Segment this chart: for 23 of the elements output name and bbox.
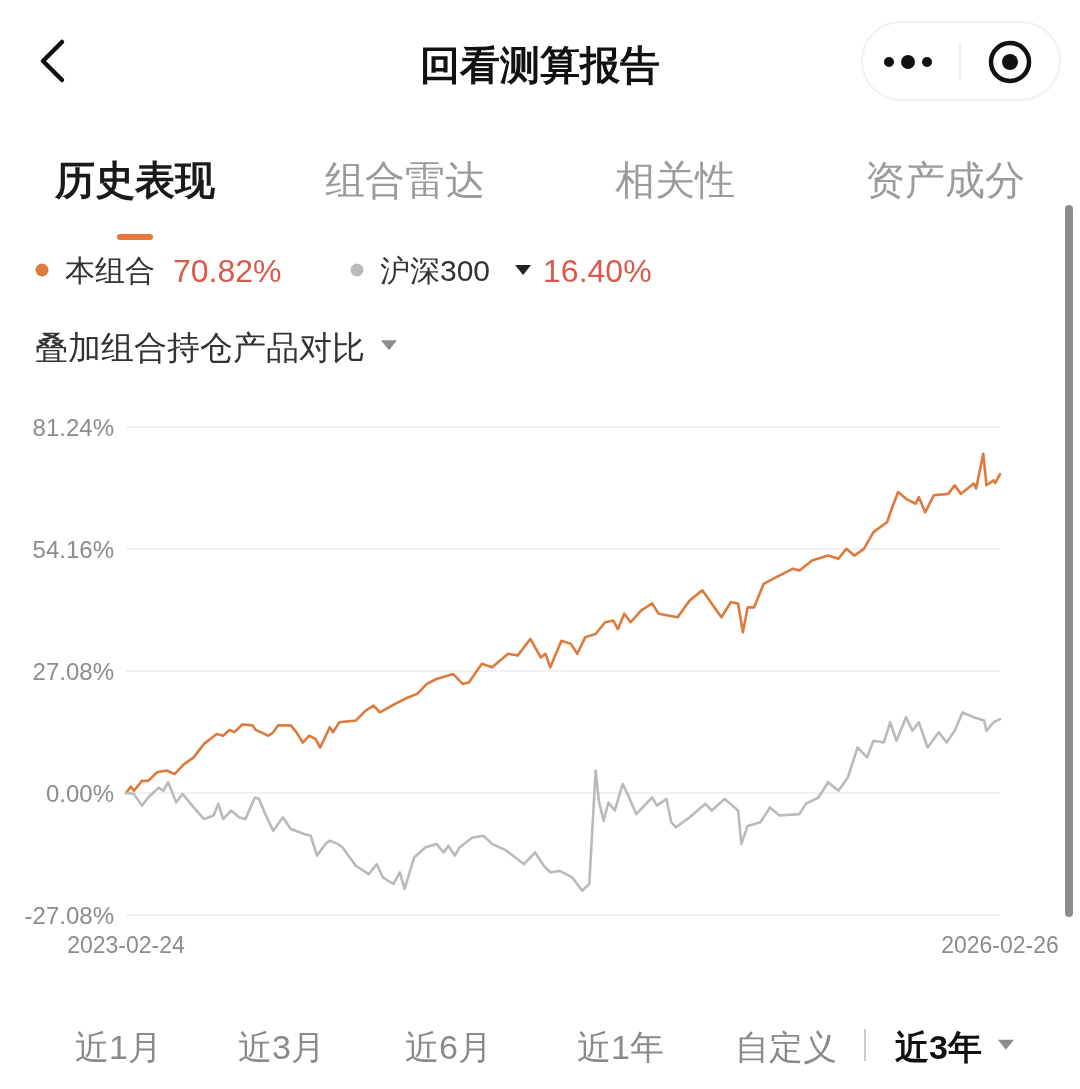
range-label: 近1年	[577, 1028, 664, 1066]
tab-label: 历史表现	[55, 158, 215, 202]
y-tick: 0.00%	[45, 779, 114, 807]
range-label: 近3年	[895, 1028, 982, 1066]
y-tick: 27.08%	[32, 657, 114, 685]
legend-value: 70.82%	[173, 253, 282, 289]
title: 回看测算报告	[420, 43, 660, 87]
range-label: 自定义	[735, 1028, 837, 1066]
range-label: 近1月	[75, 1028, 162, 1066]
tab-label: 相关性	[615, 158, 735, 202]
legend-label: 沪深300	[380, 254, 491, 287]
tab-label: 组合雷达	[325, 158, 485, 202]
y-tick: -27.08%	[24, 901, 114, 929]
range-label: 近6月	[405, 1028, 492, 1066]
y-tick: 81.24%	[32, 413, 114, 441]
option-label: 叠加组合持仓产品对比	[35, 329, 365, 366]
y-tick: 54.16%	[32, 535, 114, 563]
legend-value: 16.40%	[543, 253, 652, 289]
range-label: 近3月	[238, 1028, 325, 1066]
x-tick: 2023-02-24	[67, 932, 185, 958]
x-tick: 2026-02-26	[941, 932, 1059, 958]
legend-label: 本组合	[65, 254, 155, 287]
tab-label: 资产成分	[865, 158, 1025, 202]
